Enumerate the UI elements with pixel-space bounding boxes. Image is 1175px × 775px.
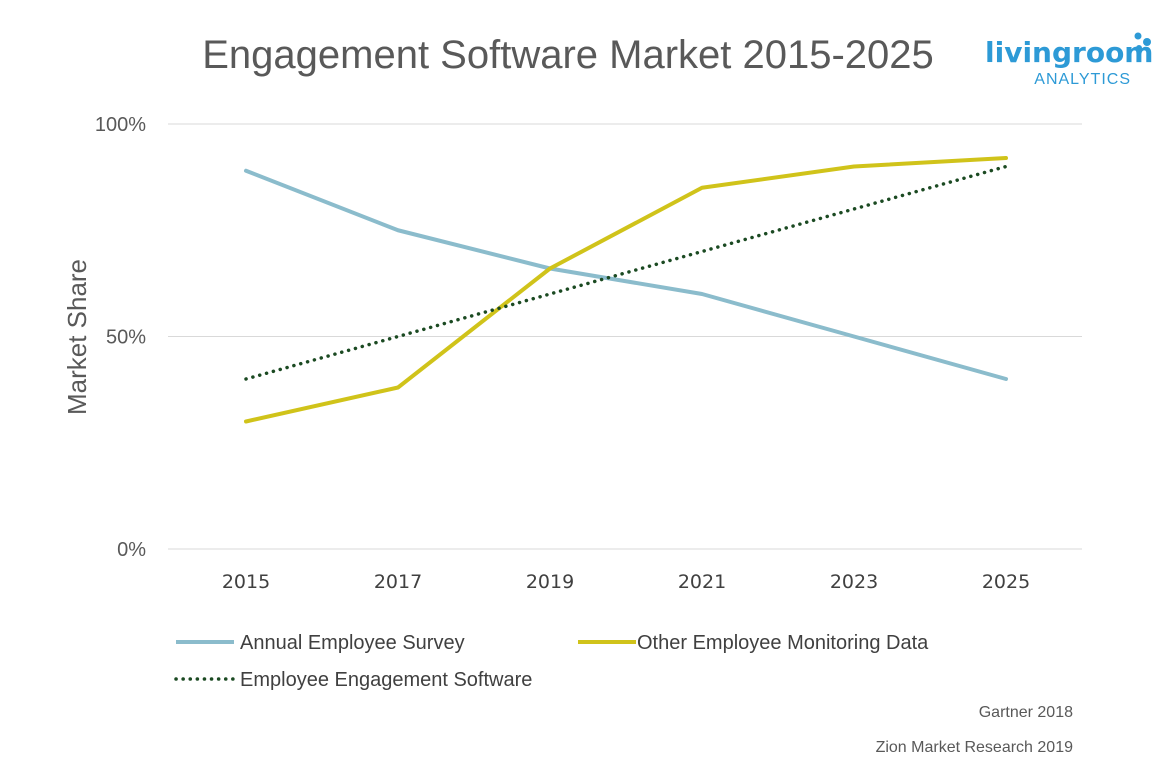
logo: livingroom ANALYTICS xyxy=(985,32,1153,88)
series-line-0 xyxy=(244,168,1008,381)
legend-label: Employee Engagement Software xyxy=(240,669,532,691)
legend-label: Other Employee Monitoring Data xyxy=(637,632,929,654)
source-gartner: Gartner 2018 xyxy=(979,704,1073,721)
source-zion: Zion Market Research 2019 xyxy=(876,739,1074,756)
y-tick-label: 0% xyxy=(117,539,146,561)
chart-title: Engagement Software Market 2015-2025 xyxy=(202,33,934,77)
logo-subtitle: ANALYTICS xyxy=(1034,71,1131,88)
logo-dot-icon xyxy=(1134,32,1142,40)
x-tick-label: 2017 xyxy=(374,571,422,593)
y-tick-label: 100% xyxy=(95,114,146,136)
logo-name: livingroom xyxy=(985,36,1153,69)
x-tick-label: 2021 xyxy=(678,571,726,593)
logo-dot-icon xyxy=(1143,38,1151,46)
legend: Annual Employee Survey Other Employee Mon… xyxy=(174,632,929,691)
x-axis-ticks: 2015 2017 2019 2021 2023 2025 xyxy=(222,571,1030,593)
series xyxy=(244,156,1008,424)
x-tick-label: 2015 xyxy=(222,571,270,593)
y-axis-ticks: 0% 50% 100% xyxy=(95,114,146,561)
legend-label: Annual Employee Survey xyxy=(240,632,465,654)
series-line-1 xyxy=(244,156,1008,424)
x-tick-label: 2023 xyxy=(830,571,878,593)
logo-dot-icon xyxy=(1136,45,1142,51)
gridlines xyxy=(168,123,1082,550)
y-axis-label: Market Share xyxy=(62,259,92,415)
x-tick-label: 2025 xyxy=(982,571,1030,593)
y-tick-label: 50% xyxy=(106,327,146,349)
x-tick-label: 2019 xyxy=(526,571,574,593)
